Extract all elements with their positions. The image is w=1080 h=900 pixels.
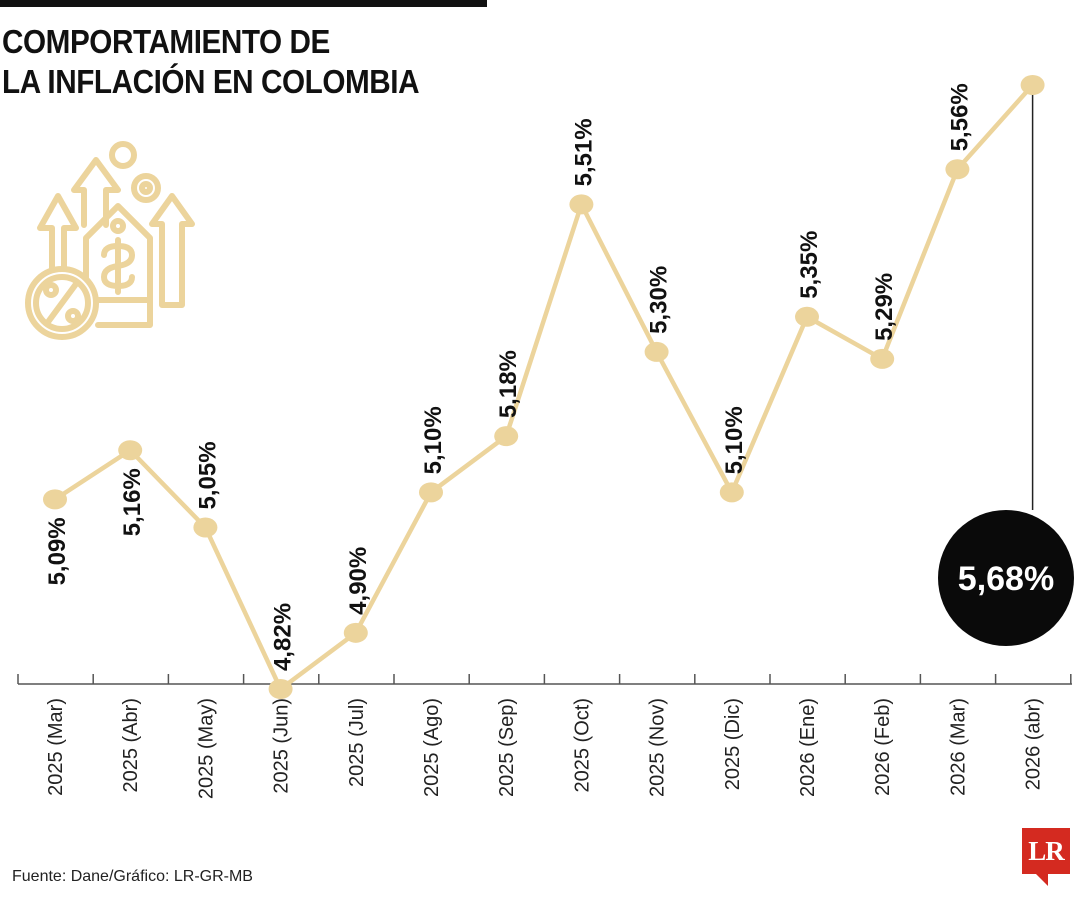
data-label: 5,29% — [871, 273, 898, 341]
data-label: 5,10% — [721, 406, 748, 474]
data-point — [945, 159, 970, 180]
data-point — [419, 482, 443, 503]
data-point — [43, 489, 67, 510]
data-label: 5,51% — [570, 118, 597, 186]
title-line-1: COMPORTAMIENTO DE — [2, 23, 330, 60]
data-point — [719, 482, 744, 503]
x-axis-tick-label: 2025 (Ago) — [421, 698, 443, 797]
data-point — [268, 679, 293, 699]
data-point — [795, 306, 819, 327]
source-note: Fuente: Dane/Gráfico: LR-GR-MB — [12, 868, 253, 885]
x-axis-tick-label: 2025 (Dic) — [722, 698, 744, 790]
x-axis-labels: 2025 (Mar) 2025 (Abr) 2025 (May) 2025 (Jun)… — [45, 698, 1045, 799]
data-points — [43, 75, 1045, 699]
data-label: 5,18% — [495, 350, 522, 418]
data-point — [118, 440, 143, 461]
x-axis-tick-label: 2025 (Mar) — [45, 698, 67, 796]
x-axis-tick-label: 2025 (Jul) — [346, 698, 368, 787]
data-label: 4,82% — [270, 603, 297, 671]
data-label: 5,35% — [796, 231, 823, 299]
x-axis-tick-label: 2025 (Jun) — [271, 698, 293, 794]
top-rule — [0, 0, 487, 7]
data-point — [569, 194, 594, 215]
data-point — [644, 341, 669, 362]
lr-logo-box: LR — [1022, 828, 1070, 874]
x-axis-tick-label: 2025 (Nov) — [647, 698, 669, 797]
data-label: 5,09% — [44, 517, 71, 585]
data-label: 5,56% — [946, 83, 973, 151]
data-label: 5,16% — [119, 468, 146, 536]
highlight-circle — [938, 510, 1074, 646]
x-axis-tick-label: 2026 (Ene) — [797, 698, 819, 797]
data-label: 4,90% — [345, 547, 372, 615]
data-point — [193, 517, 218, 538]
x-axis-tick-label: 2025 (Abr) — [120, 698, 142, 793]
x-axis-tick-label: 2026 (Mar) — [947, 698, 969, 796]
x-axis-tick-label: 2026 (Feb) — [872, 698, 894, 796]
title-line-2: LA INFLACIÓN EN COLOMBIA — [2, 63, 420, 100]
data-point — [870, 348, 895, 369]
chart-title: COMPORTAMIENTO DE LA INFLACIÓN EN COLOMB… — [2, 22, 420, 102]
lr-logo-tail — [1036, 874, 1048, 886]
x-axis-tick-label: 2026 (abr) — [1023, 698, 1045, 790]
data-point — [1020, 75, 1045, 95]
x-axis-ticks — [17, 674, 1072, 684]
data-labels: 5,09% 5,16% 5,05% 4,82% 4,90% 5,10% 5,18% 5,51%… — [44, 83, 973, 671]
data-label: 5,10% — [420, 406, 447, 474]
x-axis-tick-label: 2025 (Oct) — [571, 698, 593, 792]
x-axis-tick-label: 2025 (Sep) — [496, 698, 518, 797]
lr-logo: LR — [1022, 828, 1070, 888]
highlight-callout: 5,68% — [938, 510, 1074, 646]
data-point — [343, 622, 368, 643]
highlight-value-label: 5,68% — [958, 560, 1054, 598]
data-label: 5,05% — [194, 441, 221, 509]
data-label: 5,30% — [646, 266, 673, 334]
x-axis-tick-label: 2025 (May) — [195, 698, 217, 799]
data-point — [494, 426, 519, 447]
inflation-line — [53, 83, 1035, 692]
inflation-money-percent-arrows-icon — [25, 141, 195, 340]
